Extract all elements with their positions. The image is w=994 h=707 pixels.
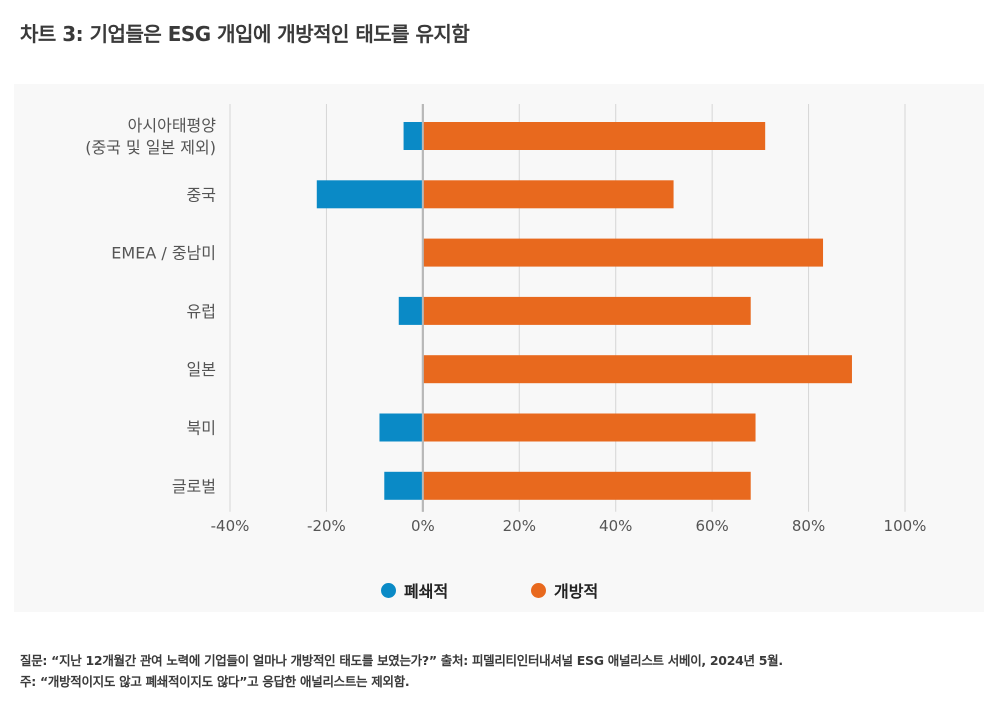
category-label: EMEA / 중남미 xyxy=(111,244,216,263)
legend-label-closed: 폐쇄적 xyxy=(404,582,449,601)
x-tick-label: -20% xyxy=(307,517,346,535)
bar-closed xyxy=(398,296,423,325)
category-label: 중국 xyxy=(187,185,216,204)
bar-open xyxy=(422,413,756,442)
footnote-note: 주: “개방적이지도 않고 폐쇄적이지도 않다”고 응답한 애널리스트는 제외함… xyxy=(20,674,410,689)
x-tick-label: 20% xyxy=(503,517,536,535)
bar-open xyxy=(422,122,766,150)
bar-chart: -40% -20% 0% 20% 40% 60% 80% 100% 아시아태평양 (중국 및 일본… xyxy=(85,104,927,535)
category-label: 일본 xyxy=(187,360,216,379)
category-label: 글로벌 xyxy=(172,477,216,496)
x-tick-label: 80% xyxy=(792,517,825,535)
legend: 폐쇄적 개방적 xyxy=(0,578,994,604)
bar-closed xyxy=(316,180,423,209)
x-tick-label: 60% xyxy=(695,517,728,535)
bar-open xyxy=(422,238,824,267)
legend-item-open: 개방적 xyxy=(531,578,598,602)
category-label: 북미 xyxy=(187,419,216,438)
legend-dot-open xyxy=(531,582,546,598)
legend-dot-closed xyxy=(381,582,396,598)
legend-item-closed: 폐쇄적 xyxy=(381,578,448,602)
bar-open xyxy=(422,355,852,384)
x-tick-label: 100% xyxy=(884,517,927,535)
bar-open xyxy=(422,180,674,209)
footnote-source: 질문: “지난 12개월간 관여 노력에 기업들이 얼마나 개방적인 태도를 보… xyxy=(20,653,783,668)
x-tick-label: 40% xyxy=(599,517,632,535)
bar-closed xyxy=(403,122,423,150)
category-label: 유럽 xyxy=(187,302,216,321)
chart-title: 차트 3: 기업들은 ESG 개입에 개방적인 태도를 유지함 xyxy=(20,22,470,46)
bar-closed xyxy=(384,471,423,500)
chart-panel: -40% -20% 0% 20% 40% 60% 80% 100% 아시아태평양 (중국 및 일본… xyxy=(14,84,984,612)
bar-open xyxy=(422,296,751,325)
category-label: (중국 및 일본 제외) xyxy=(85,138,216,157)
bar-closed xyxy=(379,413,423,442)
x-tick-label: -40% xyxy=(211,517,250,535)
footnote: 질문: “지난 12개월간 관여 노력에 기업들이 얼마나 개방적인 태도를 보… xyxy=(20,650,980,692)
category-label: 아시아태평양 xyxy=(128,116,217,135)
x-tick-label: 0% xyxy=(411,517,435,535)
legend-label-open: 개방적 xyxy=(554,582,599,601)
bar-open xyxy=(422,471,751,500)
